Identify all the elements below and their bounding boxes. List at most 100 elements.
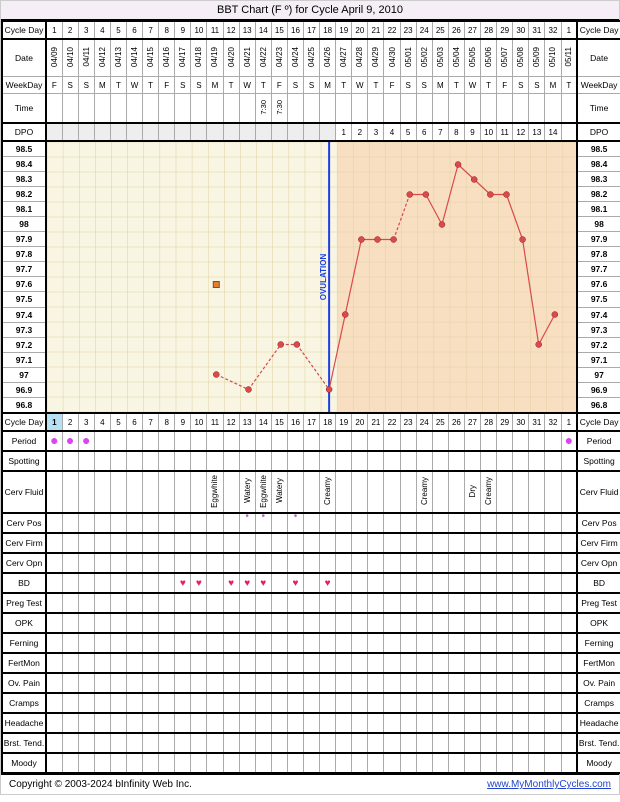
cervfluid-cell: Watery bbox=[239, 471, 255, 513]
cervfluid-cell: Creamy bbox=[481, 471, 497, 513]
cycleday-cell: 15 bbox=[271, 21, 287, 39]
cycleday-cell: 29 bbox=[497, 413, 513, 431]
date-cell: 04/12 bbox=[94, 39, 110, 77]
cervpos-icon: • bbox=[262, 514, 266, 520]
cervfirm-cell bbox=[304, 533, 320, 553]
bd-cell bbox=[78, 573, 94, 593]
cramps-cell bbox=[368, 693, 384, 713]
cycleday-cell: 9 bbox=[175, 413, 191, 431]
cramps-cell bbox=[448, 693, 464, 713]
pregtest-cell bbox=[126, 593, 142, 613]
brsttend-cell bbox=[126, 733, 142, 753]
row-label: Cycle Day bbox=[2, 413, 46, 431]
time-cell: 7:30 bbox=[271, 94, 287, 124]
opk-cell bbox=[239, 613, 255, 633]
copyright-text: Copyright © 2003-2024 bInfinity Web Inc. bbox=[9, 779, 192, 790]
row-label: Cramps bbox=[2, 693, 46, 713]
bd-cell bbox=[529, 573, 545, 593]
weekday-cell: W bbox=[239, 77, 255, 94]
spotting-cell bbox=[46, 451, 62, 471]
fertmon-cell bbox=[175, 653, 191, 673]
date-cell: 04/11 bbox=[78, 39, 94, 77]
period-cell bbox=[384, 431, 400, 451]
cervfirm-cell bbox=[110, 533, 126, 553]
bd-cell bbox=[368, 573, 384, 593]
cervopn-cell bbox=[384, 553, 400, 573]
period-cell bbox=[464, 431, 480, 451]
bd-cell: ♥ bbox=[320, 573, 336, 593]
time-cell bbox=[239, 94, 255, 124]
ovpain-cell bbox=[545, 673, 561, 693]
ovpain-cell bbox=[384, 673, 400, 693]
time-cell bbox=[368, 94, 384, 124]
cervfirm-cell bbox=[416, 533, 432, 553]
row-label: Cerv Fluid bbox=[2, 471, 46, 513]
row-label: Headache bbox=[2, 713, 46, 733]
period-cell bbox=[352, 431, 368, 451]
time-cell bbox=[304, 94, 320, 124]
brsttend-cell bbox=[352, 733, 368, 753]
time-cell bbox=[352, 94, 368, 124]
fertmon-cell bbox=[126, 653, 142, 673]
opk-cell bbox=[94, 613, 110, 633]
fertmon-cell bbox=[481, 653, 497, 673]
pregtest-cell bbox=[94, 593, 110, 613]
cycleday-cell: 30 bbox=[513, 413, 529, 431]
row-label: DPO bbox=[577, 123, 620, 141]
cervfluid-cell bbox=[126, 471, 142, 513]
spotting-cell bbox=[384, 451, 400, 471]
cervopn-cell bbox=[223, 553, 239, 573]
cervfirm-cell bbox=[320, 533, 336, 553]
bd-cell bbox=[400, 573, 416, 593]
time-cell: 7:30 bbox=[255, 94, 271, 124]
dpo-cell bbox=[191, 123, 207, 141]
fertmon-cell bbox=[207, 653, 223, 673]
date-cell: 04/19 bbox=[207, 39, 223, 77]
cycleday-cell: 17 bbox=[304, 413, 320, 431]
cervopn-cell bbox=[239, 553, 255, 573]
row-label: DPO bbox=[2, 123, 46, 141]
row-label: Period bbox=[2, 431, 46, 451]
date-cell: 04/20 bbox=[223, 39, 239, 77]
ferning-cell bbox=[513, 633, 529, 653]
date-cell: 04/26 bbox=[320, 39, 336, 77]
cycleday-cell: 5 bbox=[110, 413, 126, 431]
headache-cell bbox=[529, 713, 545, 733]
ferning-cell bbox=[110, 633, 126, 653]
opk-cell bbox=[62, 613, 78, 633]
headache-cell bbox=[46, 713, 62, 733]
moody-cell bbox=[110, 753, 126, 773]
fertmon-cell bbox=[304, 653, 320, 673]
headache-cell bbox=[561, 713, 577, 733]
cervfirm-cell bbox=[384, 533, 400, 553]
temp-label: 97.6 bbox=[577, 277, 620, 292]
cycleday-cell: 5 bbox=[110, 21, 126, 39]
fertmon-cell bbox=[448, 653, 464, 673]
website-link[interactable]: www.MyMonthlyCycles.com bbox=[487, 779, 611, 790]
headache-cell bbox=[191, 713, 207, 733]
cervpos-cell bbox=[384, 513, 400, 533]
cervfluid-cell bbox=[545, 471, 561, 513]
dpo-cell: 5 bbox=[400, 123, 416, 141]
ovpain-cell bbox=[191, 673, 207, 693]
row-label: Ov. Pain bbox=[577, 673, 620, 693]
cycleday-cell: 20 bbox=[352, 413, 368, 431]
row-label: Cerv Opn bbox=[577, 553, 620, 573]
spotting-cell bbox=[561, 451, 577, 471]
date-cell: 04/14 bbox=[126, 39, 142, 77]
fertmon-cell bbox=[529, 653, 545, 673]
ovpain-cell bbox=[561, 673, 577, 693]
temp-label: 96.9 bbox=[577, 382, 620, 397]
opk-cell bbox=[497, 613, 513, 633]
spotting-cell bbox=[481, 451, 497, 471]
cervfirm-cell bbox=[529, 533, 545, 553]
cervpos-cell bbox=[320, 513, 336, 533]
spotting-cell bbox=[304, 451, 320, 471]
temp-label: 97.5 bbox=[2, 292, 46, 307]
weekday-cell: M bbox=[207, 77, 223, 94]
heart-icon: ♥ bbox=[260, 578, 266, 589]
headache-cell bbox=[416, 713, 432, 733]
ovpain-cell bbox=[159, 673, 175, 693]
time-cell bbox=[545, 94, 561, 124]
spotting-cell bbox=[400, 451, 416, 471]
